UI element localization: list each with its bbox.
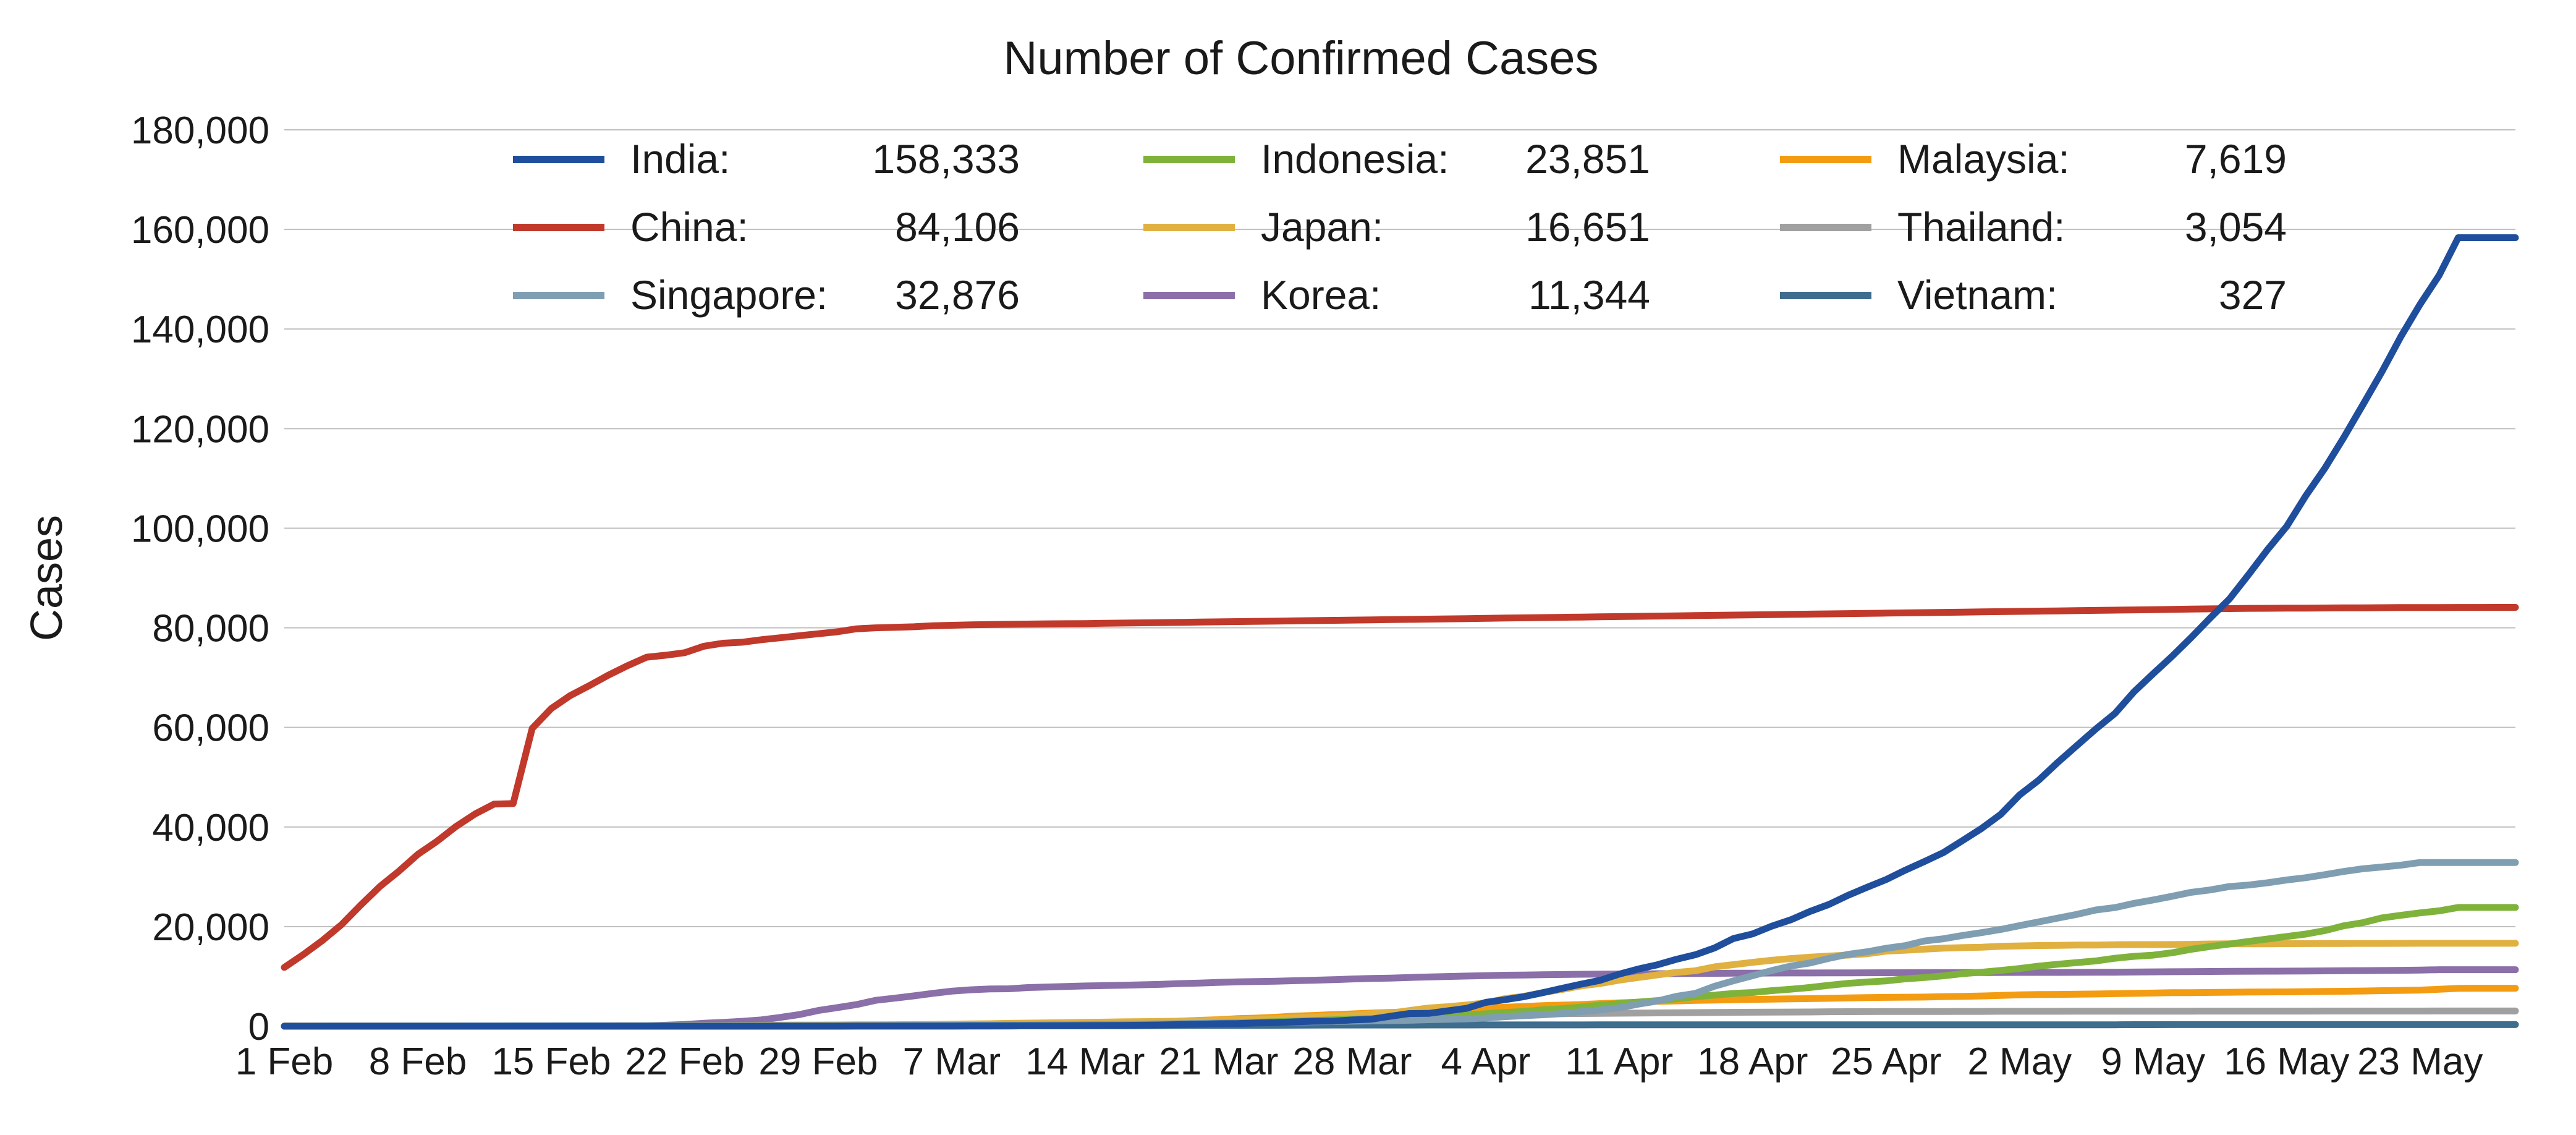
legend-value: 158,333 <box>872 136 1020 182</box>
legend-label: Vietnam: <box>1897 272 2057 318</box>
y-tick-label: 40,000 <box>152 807 269 849</box>
x-tick-label: 15 Feb <box>491 1040 611 1083</box>
x-tick-label: 2 May <box>1967 1040 2072 1083</box>
x-tick-label: 18 Apr <box>1697 1040 1808 1083</box>
legend-value: 16,651 <box>1525 204 1650 250</box>
legend-label: Korea: <box>1261 272 1381 318</box>
legend-label: India: <box>630 136 730 182</box>
chart-container: 020,00040,00060,00080,000100,000120,0001… <box>0 0 2576 1135</box>
x-tick-label: 11 Apr <box>1566 1040 1674 1083</box>
legend-label: China: <box>630 204 748 250</box>
y-axis-label: Cases <box>22 515 72 641</box>
y-tick-label: 80,000 <box>152 608 269 650</box>
x-tick-label: 22 Feb <box>625 1040 744 1083</box>
x-tick-label: 1 Feb <box>235 1040 334 1083</box>
y-tick-label: 20,000 <box>152 906 269 949</box>
legend-value: 11,344 <box>1528 272 1650 318</box>
y-tick-label: 180,000 <box>131 109 269 152</box>
y-tick-label: 140,000 <box>131 308 269 351</box>
legend-value: 84,106 <box>895 204 1020 250</box>
x-tick-label: 29 Feb <box>758 1040 878 1083</box>
legend-label: Thailand: <box>1897 204 2065 250</box>
legend-label: Indonesia: <box>1261 136 1449 182</box>
x-tick-label: 23 May <box>2357 1040 2483 1083</box>
legend-label: Japan: <box>1261 204 1383 250</box>
chart-title: Number of Confirmed Cases <box>1003 32 1598 85</box>
legend-value: 23,851 <box>1525 136 1650 182</box>
x-tick-label: 21 Mar <box>1159 1040 1278 1083</box>
x-tick-label: 25 Apr <box>1831 1040 1941 1083</box>
y-tick-label: 120,000 <box>131 408 269 451</box>
y-tick-label: 160,000 <box>131 209 269 252</box>
legend-label: Singapore: <box>630 272 828 318</box>
legend-value: 327 <box>2219 272 2287 318</box>
x-tick-label: 14 Mar <box>1025 1040 1145 1083</box>
legend-value: 7,619 <box>2185 136 2287 182</box>
x-tick-label: 28 Mar <box>1292 1040 1412 1083</box>
x-tick-label: 7 Mar <box>903 1040 1001 1083</box>
legend-value: 3,054 <box>2185 204 2287 250</box>
x-tick-label: 16 May <box>2224 1040 2349 1083</box>
line-chart: 020,00040,00060,00080,000100,000120,0001… <box>0 0 2576 1135</box>
x-tick-label: 8 Feb <box>369 1040 467 1083</box>
y-tick-label: 60,000 <box>152 707 269 750</box>
x-tick-label: 9 May <box>2101 1040 2205 1083</box>
legend-label: Malaysia: <box>1897 136 2070 182</box>
x-tick-label: 4 Apr <box>1441 1040 1530 1083</box>
legend-value: 32,876 <box>895 272 1020 318</box>
y-tick-label: 100,000 <box>131 508 269 550</box>
